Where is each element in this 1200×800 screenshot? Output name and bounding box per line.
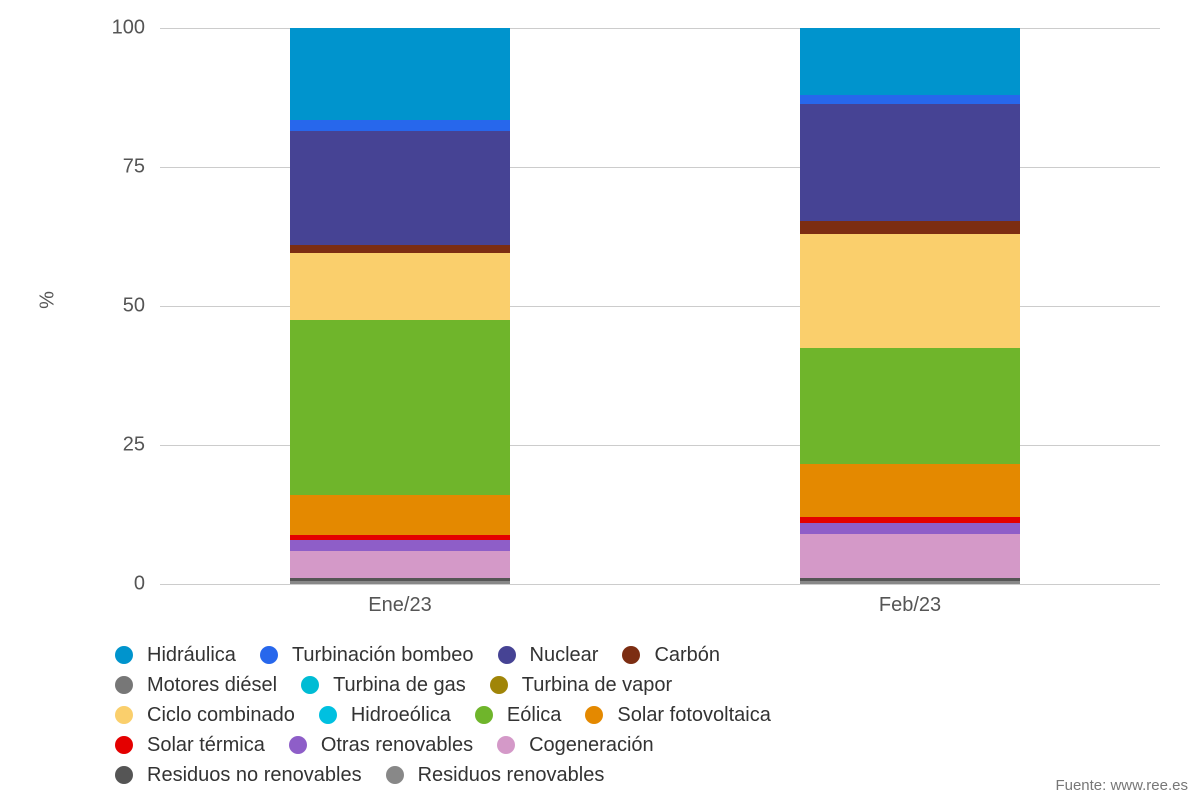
legend-item-residuos_no_renov: Residuos no renovables bbox=[115, 760, 362, 790]
legend-label: Residuos renovables bbox=[418, 760, 605, 790]
segment-residuos_no_renov bbox=[800, 578, 1020, 581]
y-tick-label: 100 bbox=[95, 17, 145, 40]
legend-item-hidraulica: Hidráulica bbox=[115, 640, 236, 670]
segment-otras_renovables bbox=[290, 540, 510, 551]
legend-item-solar_fotovoltaica: Solar fotovoltaica bbox=[585, 700, 770, 730]
legend-label: Motores diésel bbox=[147, 670, 277, 700]
y-tick-label: 0 bbox=[95, 573, 145, 596]
legend-item-turbinacion_bombeo: Turbinación bombeo bbox=[260, 640, 474, 670]
legend-label: Residuos no renovables bbox=[147, 760, 362, 790]
legend-item-carbon: Carbón bbox=[622, 640, 720, 670]
y-tick-label: 75 bbox=[95, 156, 145, 179]
segment-hidraulica bbox=[290, 28, 510, 120]
legend-swatch bbox=[260, 646, 278, 664]
legend-item-otras_renovables: Otras renovables bbox=[289, 730, 473, 760]
plot-area bbox=[160, 28, 1160, 585]
segment-solar_fotovoltaica bbox=[290, 495, 510, 535]
segment-otras_renovables bbox=[800, 523, 1020, 534]
legend-label: Solar térmica bbox=[147, 730, 265, 760]
legend-label: Eólica bbox=[507, 700, 561, 730]
bar-Ene/23 bbox=[290, 28, 510, 584]
legend-row: Solar térmica Otras renovables Cogeneració… bbox=[115, 730, 1175, 760]
segment-solar_termica bbox=[290, 535, 510, 539]
y-tick-label: 25 bbox=[95, 434, 145, 457]
segment-ciclo_combinado bbox=[800, 234, 1020, 348]
segment-eolica bbox=[290, 320, 510, 495]
legend-swatch bbox=[115, 676, 133, 694]
legend-item-eolica: Eólica bbox=[475, 700, 561, 730]
segment-turbinacion_bombeo bbox=[800, 95, 1020, 104]
legend-item-solar_termica: Solar térmica bbox=[115, 730, 265, 760]
legend-swatch bbox=[386, 766, 404, 784]
segment-eolica bbox=[800, 348, 1020, 465]
legend-swatch bbox=[475, 706, 493, 724]
legend-item-turbina_gas: Turbina de gas bbox=[301, 670, 466, 700]
legend-item-hidroeolica: Hidroeólica bbox=[319, 700, 451, 730]
segment-carbon bbox=[290, 245, 510, 253]
legend-swatch bbox=[115, 766, 133, 784]
segment-cogeneracion bbox=[800, 534, 1020, 578]
legend-swatch bbox=[115, 736, 133, 754]
segment-cogeneracion bbox=[290, 551, 510, 579]
chart-container: % 0 25 50 75 100 Ene/23 Feb/23 Hidráulica Turb… bbox=[0, 0, 1200, 800]
legend-row: Ciclo combinado Hidroeólica Eólica Solar fo… bbox=[115, 700, 1175, 730]
segment-nuclear bbox=[290, 131, 510, 245]
y-axis-title: % bbox=[37, 291, 60, 309]
segment-ciclo_combinado bbox=[290, 253, 510, 320]
segment-residuos_renov bbox=[290, 581, 510, 584]
legend-row: Motores diésel Turbina de gas Turbina de v… bbox=[115, 670, 1175, 700]
gridline bbox=[160, 584, 1160, 585]
legend-item-motores_diesel: Motores diésel bbox=[115, 670, 277, 700]
legend-label: Otras renovables bbox=[321, 730, 473, 760]
legend-row: Hidráulica Turbinación bombeo Nuclear Carbó… bbox=[115, 640, 1175, 670]
x-tick-label: Feb/23 bbox=[879, 594, 941, 617]
segment-residuos_no_renov bbox=[290, 578, 510, 581]
legend-item-ciclo_combinado: Ciclo combinado bbox=[115, 700, 295, 730]
x-tick-label: Ene/23 bbox=[368, 594, 431, 617]
segment-carbon bbox=[800, 221, 1020, 234]
legend-row: Residuos no renovables Residuos renovable… bbox=[115, 760, 1175, 790]
segment-solar_fotovoltaica bbox=[800, 464, 1020, 517]
legend-label: Solar fotovoltaica bbox=[617, 700, 770, 730]
segment-hidraulica bbox=[800, 28, 1020, 95]
legend-label: Turbinación bombeo bbox=[292, 640, 474, 670]
legend-label: Hidroeólica bbox=[351, 700, 451, 730]
legend-swatch bbox=[319, 706, 337, 724]
legend-swatch bbox=[585, 706, 603, 724]
y-tick-label: 50 bbox=[95, 295, 145, 318]
legend-label: Carbón bbox=[654, 640, 720, 670]
segment-nuclear bbox=[800, 104, 1020, 221]
legend-label: Nuclear bbox=[530, 640, 599, 670]
legend-item-turbina_vapor: Turbina de vapor bbox=[490, 670, 672, 700]
source-footer: Fuente: www.ree.es bbox=[1055, 777, 1188, 794]
legend-swatch bbox=[115, 646, 133, 664]
legend-swatch bbox=[498, 646, 516, 664]
legend-label: Ciclo combinado bbox=[147, 700, 295, 730]
legend-swatch bbox=[497, 736, 515, 754]
legend-item-residuos_renov: Residuos renovables bbox=[386, 760, 605, 790]
legend-swatch bbox=[115, 706, 133, 724]
legend-swatch bbox=[490, 676, 508, 694]
legend-label: Hidráulica bbox=[147, 640, 236, 670]
legend-swatch bbox=[301, 676, 319, 694]
segment-turbinacion_bombeo bbox=[290, 120, 510, 131]
legend-label: Turbina de gas bbox=[333, 670, 466, 700]
legend: Hidráulica Turbinación bombeo Nuclear Carbó… bbox=[115, 640, 1175, 790]
segment-residuos_renov bbox=[800, 581, 1020, 584]
legend-item-nuclear: Nuclear bbox=[498, 640, 599, 670]
legend-item-cogeneracion: Cogeneración bbox=[497, 730, 654, 760]
legend-swatch bbox=[289, 736, 307, 754]
legend-label: Cogeneración bbox=[529, 730, 654, 760]
legend-swatch bbox=[622, 646, 640, 664]
segment-solar_termica bbox=[800, 517, 1020, 523]
legend-label: Turbina de vapor bbox=[522, 670, 672, 700]
bar-Feb/23 bbox=[800, 28, 1020, 584]
